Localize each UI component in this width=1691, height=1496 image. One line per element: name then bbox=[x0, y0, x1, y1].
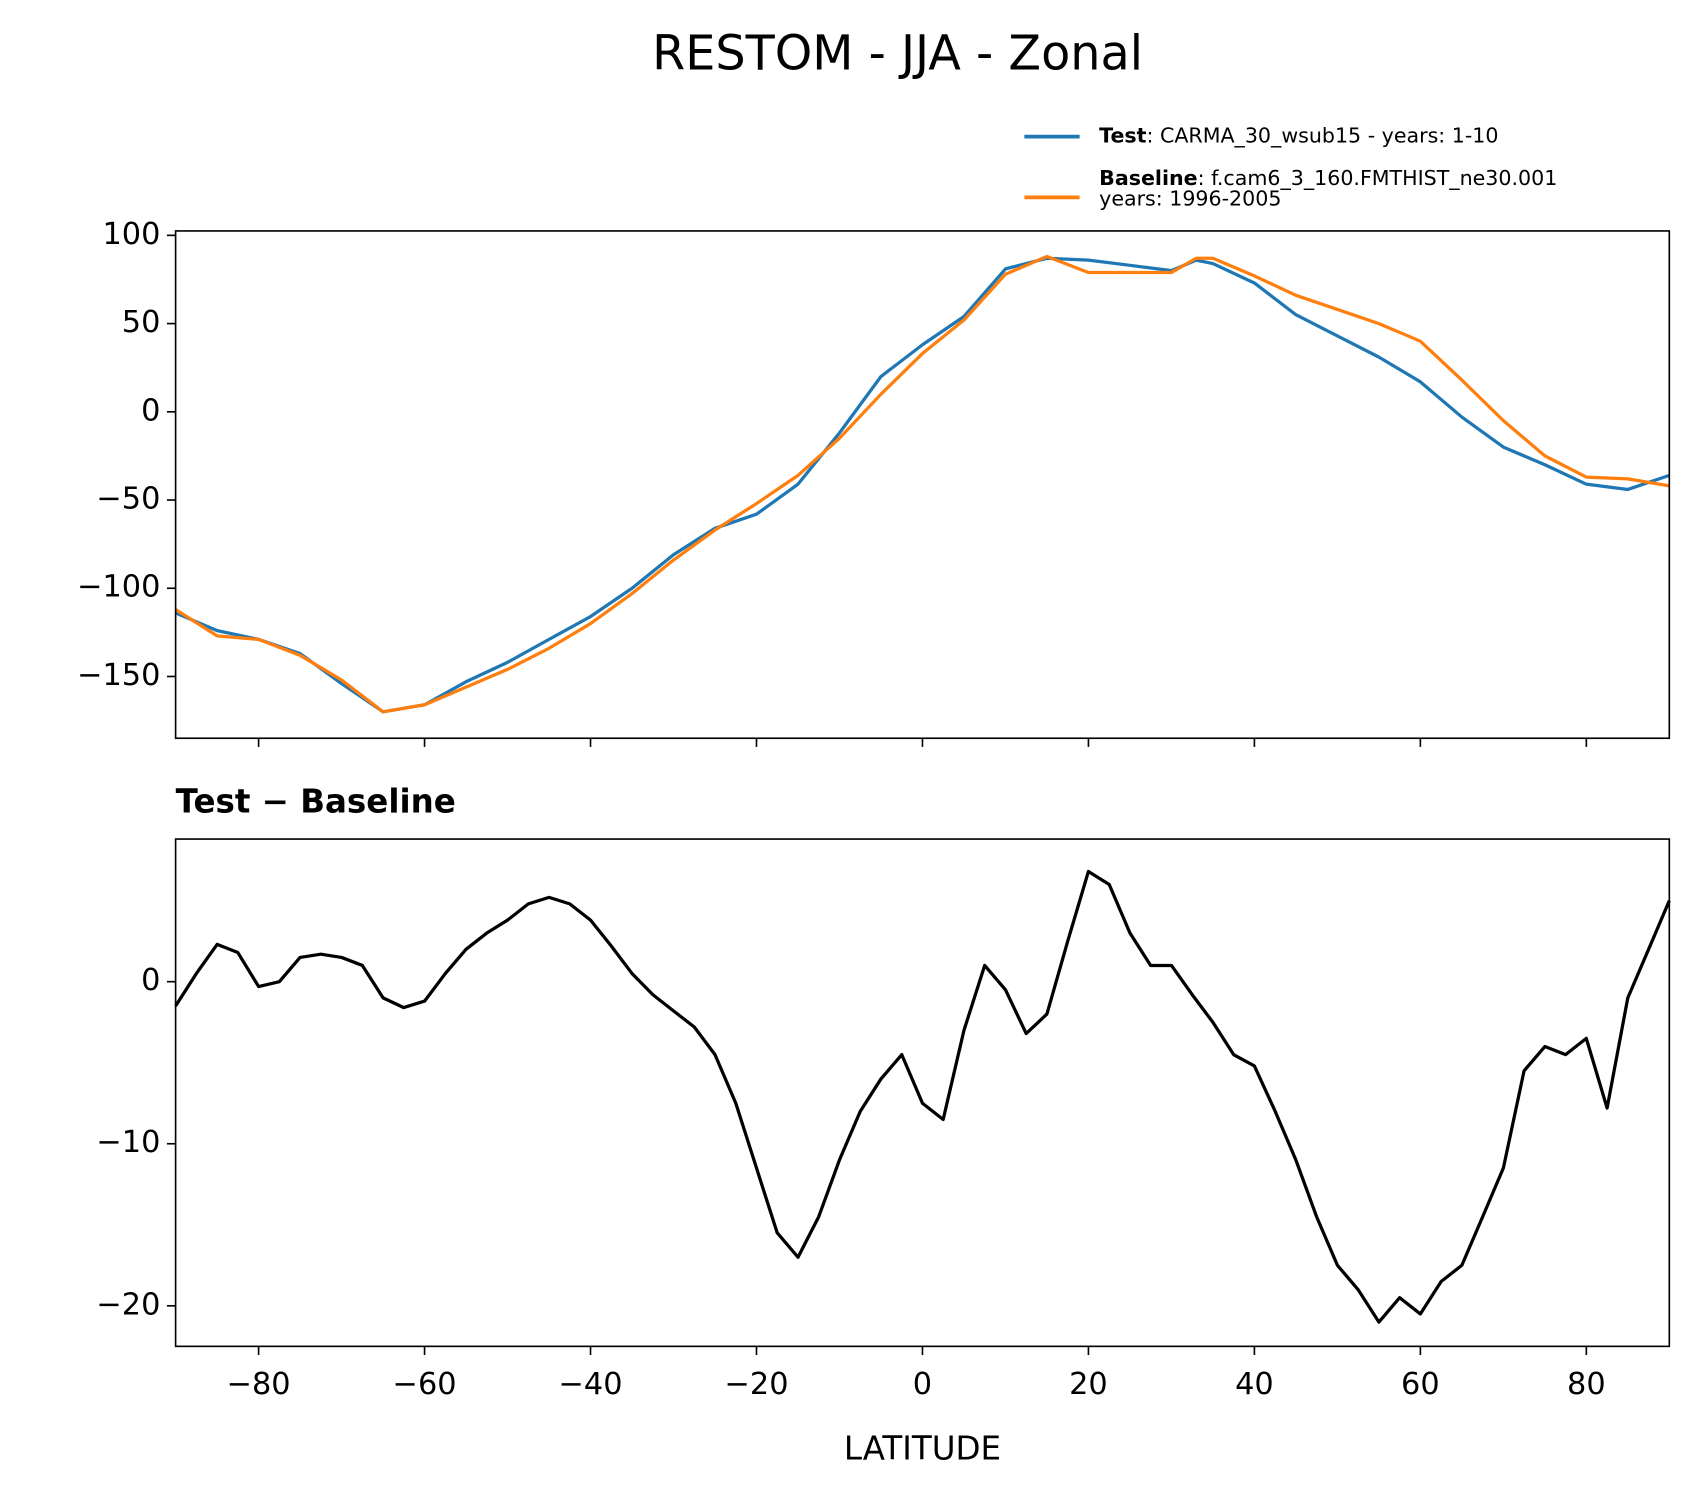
legend-text: Baseline bbox=[1099, 166, 1198, 190]
legend-text: : f.cam6_3_160.FMTHIST_ne30.001 bbox=[1198, 166, 1558, 191]
legend-entry: Baseline: f.cam6_3_160.FMTHIST_ne30.001 bbox=[1099, 166, 1557, 191]
x-tick-label: −60 bbox=[393, 1367, 457, 1402]
series-line bbox=[174, 256, 1670, 714]
y-tick-label: −10 bbox=[96, 1125, 160, 1160]
x-tick-label: 0 bbox=[913, 1367, 932, 1402]
x-tick-label: 20 bbox=[1069, 1367, 1108, 1402]
x-tick-label: 80 bbox=[1567, 1367, 1606, 1402]
legend-text: years: 1996-2005 bbox=[1099, 187, 1281, 211]
figure-title: RESTOM - JJA - Zonal bbox=[652, 26, 1143, 81]
x-axis-label: LATITUDE bbox=[844, 1429, 1001, 1467]
axes-frame bbox=[174, 838, 1671, 1348]
x-tick-label: −80 bbox=[227, 1367, 291, 1402]
legend-entry: Test: CARMA_30_wsub15 - years: 1-10 bbox=[1099, 124, 1498, 149]
y-tick-label: −20 bbox=[96, 1287, 160, 1322]
x-tick-label: 60 bbox=[1401, 1367, 1440, 1402]
y-tick-label: 100 bbox=[103, 217, 161, 252]
series-line bbox=[174, 869, 1671, 1324]
y-tick-label: −50 bbox=[96, 482, 160, 517]
y-tick-label: 0 bbox=[141, 393, 160, 428]
legend-text: Test bbox=[1099, 124, 1147, 148]
y-tick-label: −100 bbox=[77, 570, 160, 605]
legend-text: : CARMA_30_wsub15 - years: 1-10 bbox=[1147, 124, 1499, 149]
panel-title: Test − Baseline bbox=[176, 782, 456, 820]
axes-frame bbox=[174, 230, 1671, 740]
y-tick-label: −150 bbox=[77, 658, 160, 693]
x-tick-label: 40 bbox=[1235, 1367, 1274, 1402]
x-tick-label: −40 bbox=[559, 1367, 623, 1402]
x-tick-label: −20 bbox=[724, 1367, 788, 1402]
y-tick-label: 50 bbox=[122, 305, 161, 340]
series-line bbox=[174, 254, 1670, 714]
y-tick-label: 0 bbox=[141, 963, 160, 998]
